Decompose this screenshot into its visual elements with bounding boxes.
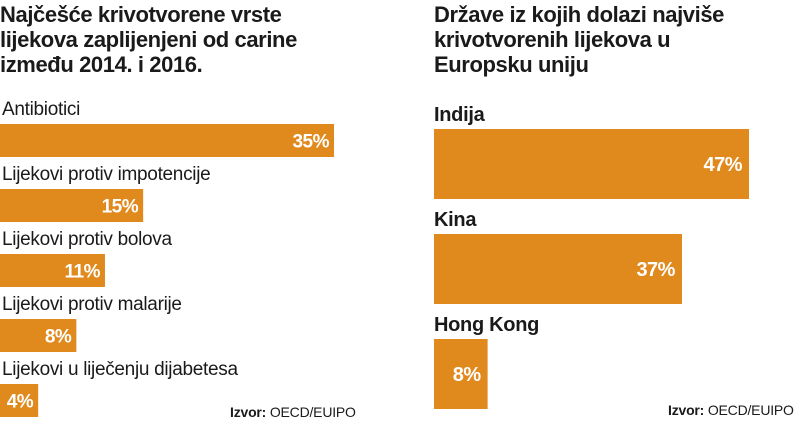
bar xyxy=(0,189,144,222)
category-label: Lijekovi u liječenju dijabetesa xyxy=(2,359,238,380)
right-source-text: OECD/EUIPO xyxy=(707,402,794,418)
left-chart-panel: Najčešće krivotvorene vrste lijekova zap… xyxy=(0,2,356,420)
left-source-text: OECD/EUIPO xyxy=(269,404,356,420)
category-label: Lijekovi protiv impotencije xyxy=(2,164,210,185)
value-label: 8% xyxy=(45,327,72,348)
bar xyxy=(0,124,334,157)
value-label: 4% xyxy=(7,392,34,413)
category-label: Indija xyxy=(434,104,486,126)
value-label: 35% xyxy=(292,132,329,153)
right-source-label: Izvor: xyxy=(668,402,705,418)
category-label: Antibiotici xyxy=(2,99,80,120)
left-chart-title: Najčešće krivotvorene vrste lijekova zap… xyxy=(0,2,297,77)
value-label: 11% xyxy=(64,262,100,283)
bar xyxy=(434,129,749,199)
bar xyxy=(0,254,105,287)
category-label: Kina xyxy=(434,209,477,231)
bar xyxy=(0,384,39,417)
value-label: 8% xyxy=(453,364,482,386)
bar xyxy=(0,319,77,352)
value-label: 47% xyxy=(703,154,742,176)
left-bar-chart: Antibiotici 35% Lijekovi protiv impotencij… xyxy=(0,99,334,417)
right-chart-panel: Države iz kojih dolazi najviše krivotvor… xyxy=(432,0,800,424)
right-source: Izvor: OECD/EUIPO xyxy=(668,402,794,418)
bar xyxy=(434,234,682,304)
value-label: 15% xyxy=(102,197,139,218)
category-label: Lijekovi protiv bolova xyxy=(2,229,173,250)
bar xyxy=(434,339,488,409)
category-label: Lijekovi protiv malarije xyxy=(2,294,182,315)
right-bar-chart: Indija 47% Kina 37% Hong Kong 8% xyxy=(434,104,749,409)
value-label: 37% xyxy=(636,259,675,281)
left-source: Izvor: OECD/EUIPO xyxy=(230,404,356,420)
left-source-label: Izvor: xyxy=(230,404,267,420)
category-label: Hong Kong xyxy=(434,314,539,336)
right-chart-title: Države iz kojih dolazi najviše krivotvor… xyxy=(434,2,724,77)
